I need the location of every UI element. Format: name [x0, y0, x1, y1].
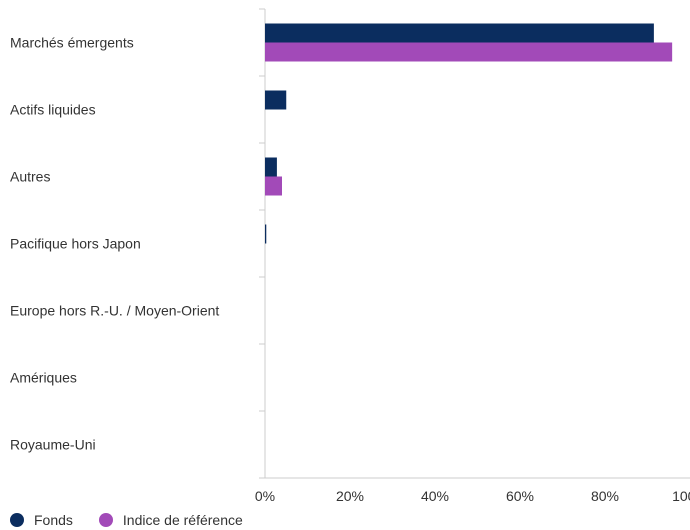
category-label: Europe hors R.-U. / Moyen-Orient — [10, 303, 219, 319]
category-label: Autres — [10, 169, 50, 185]
bar-indice[interactable] — [265, 176, 282, 196]
bar-fonds[interactable] — [265, 90, 287, 110]
x-tick-label: 0% — [255, 488, 275, 504]
legend-label-indice: Indice de référence — [122, 512, 243, 528]
x-tick-label: 40% — [421, 488, 449, 504]
legend-item-indice[interactable]: Indice de référence — [98, 512, 243, 528]
category-axis — [259, 8, 266, 479]
category-label: Actifs liquides — [10, 102, 96, 118]
value-axis: 0% 20% 40% 60% 80% 100% — [255, 477, 690, 504]
x-tick-label: 100% — [672, 488, 690, 504]
category-label: Pacifique hors Japon — [10, 236, 141, 252]
x-tick-label: 60% — [506, 488, 534, 504]
x-tick-label: 20% — [336, 488, 364, 504]
bars — [265, 23, 673, 244]
category-labels: Marchés émergents Actifs liquides Autres Pa… — [10, 35, 219, 453]
legend-label-fonds: Fonds — [34, 512, 73, 528]
bar-fonds[interactable] — [265, 224, 267, 244]
legend-item-fonds[interactable]: Fonds — [10, 512, 73, 528]
category-label: Royaume-Uni — [10, 437, 96, 453]
x-tick-label: 80% — [591, 488, 619, 504]
legend: Fonds Indice de référence — [10, 512, 269, 528]
bar-fonds[interactable] — [265, 157, 277, 177]
legend-marker-indice — [98, 513, 113, 527]
bar-indice[interactable] — [265, 42, 673, 62]
legend-marker-fonds — [10, 513, 24, 527]
category-label: Amériques — [10, 370, 77, 386]
category-label: Marchés émergents — [10, 35, 134, 51]
bar-fonds[interactable] — [265, 23, 654, 43]
